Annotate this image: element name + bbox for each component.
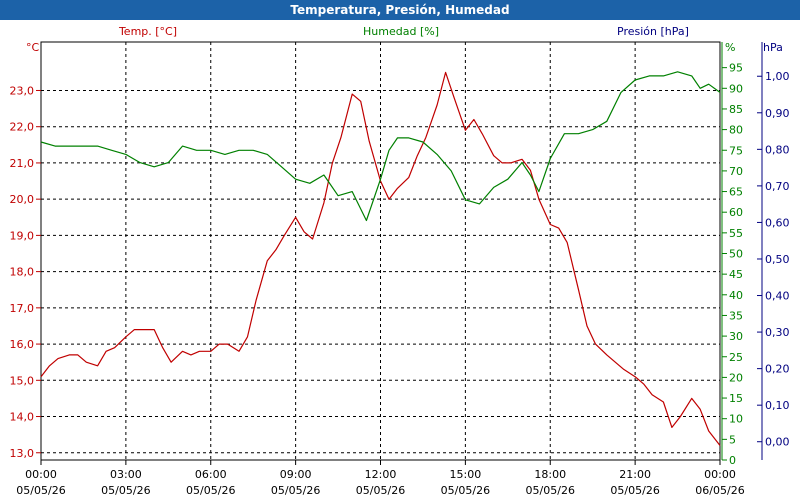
x-tick-time: 00:00: [704, 468, 736, 481]
hum-tick-label: 35: [729, 309, 743, 322]
x-tick-date: 05/05/26: [610, 484, 659, 497]
temp-tick-label: 13,0: [10, 447, 35, 460]
hum-tick-label: 65: [729, 186, 743, 199]
x-tick-time: 15:00: [450, 468, 482, 481]
hum-tick-label: 10: [729, 413, 743, 426]
hum-tick-label: 80: [729, 124, 743, 137]
temp-tick-label: 16,0: [10, 338, 35, 351]
hum-tick-label: 70: [729, 165, 743, 178]
temp-axis-label: Temp. [°C]: [118, 25, 177, 38]
temp-tick-label: 20,0: [10, 193, 35, 206]
hum-tick-label: 45: [729, 268, 743, 281]
pres-tick-label: 0,40: [765, 290, 790, 303]
pres-tick-label: 0,90: [765, 107, 790, 120]
pres-tick-label: 0,00: [765, 436, 790, 449]
x-tick-time: 18:00: [534, 468, 566, 481]
pres-tick-label: 0,20: [765, 363, 790, 376]
hum-tick-label: 5: [729, 433, 736, 446]
temp-tick-label: 19,0: [10, 229, 35, 242]
pres-axis-label: Presión [hPa]: [617, 25, 689, 38]
hum-tick-label: 55: [729, 227, 743, 240]
pres-tick-label: 1,00: [765, 70, 790, 83]
x-tick-time: 12:00: [365, 468, 397, 481]
temp-tick-label: 22,0: [10, 121, 35, 134]
temp-tick-label: 23,0: [10, 84, 35, 97]
hum-tick-label: 90: [729, 82, 743, 95]
x-tick-time: 03:00: [110, 468, 142, 481]
x-tick-time: 00:00: [25, 468, 57, 481]
pres-tick-label: 0,10: [765, 399, 790, 412]
pres-unit-label: hPa: [763, 41, 783, 54]
x-tick-date: 05/05/26: [441, 484, 490, 497]
hum-tick-label: 15: [729, 392, 743, 405]
hum-tick-label: 85: [729, 103, 743, 116]
temp-unit-label: °C: [26, 41, 40, 54]
temp-tick-label: 15,0: [10, 374, 35, 387]
hum-unit-label: %: [725, 41, 735, 54]
hum-tick-label: 60: [729, 206, 743, 219]
hum-series-line: [40, 71, 721, 222]
x-tick-time: 21:00: [619, 468, 651, 481]
x-tick-date: 05/05/26: [271, 484, 320, 497]
hum-tick-label: 20: [729, 371, 743, 384]
x-tick-date: 05/05/26: [101, 484, 150, 497]
x-tick-date: 05/05/26: [16, 484, 65, 497]
window-title: Temperatura, Presión, Humedad: [0, 0, 800, 20]
x-tick-date: 05/05/26: [526, 484, 575, 497]
hum-tick-label: 40: [729, 289, 743, 302]
pres-tick-label: 0,70: [765, 180, 790, 193]
temp-tick-label: 14,0: [10, 411, 35, 424]
hum-tick-label: 30: [729, 330, 743, 343]
x-tick-time: 09:00: [280, 468, 312, 481]
hum-axis-label: Humedad [%]: [363, 25, 439, 38]
x-tick-date: 06/05/26: [695, 484, 744, 497]
x-tick-date: 05/05/26: [186, 484, 235, 497]
hum-tick-label: 75: [729, 144, 743, 157]
pres-tick-label: 0,60: [765, 216, 790, 229]
temp-tick-label: 17,0: [10, 302, 35, 315]
temp-tick-label: 18,0: [10, 266, 35, 279]
temp-tick-label: 21,0: [10, 157, 35, 170]
hum-tick-label: 25: [729, 351, 743, 364]
hum-tick-label: 95: [729, 62, 743, 75]
hum-tick-label: 50: [729, 248, 743, 261]
x-tick-date: 05/05/26: [356, 484, 405, 497]
x-tick-time: 06:00: [195, 468, 227, 481]
pres-tick-label: 0,80: [765, 143, 790, 156]
pres-tick-label: 0,50: [765, 253, 790, 266]
hum-tick-label: 0: [729, 454, 736, 467]
pres-tick-label: 0,30: [765, 326, 790, 339]
